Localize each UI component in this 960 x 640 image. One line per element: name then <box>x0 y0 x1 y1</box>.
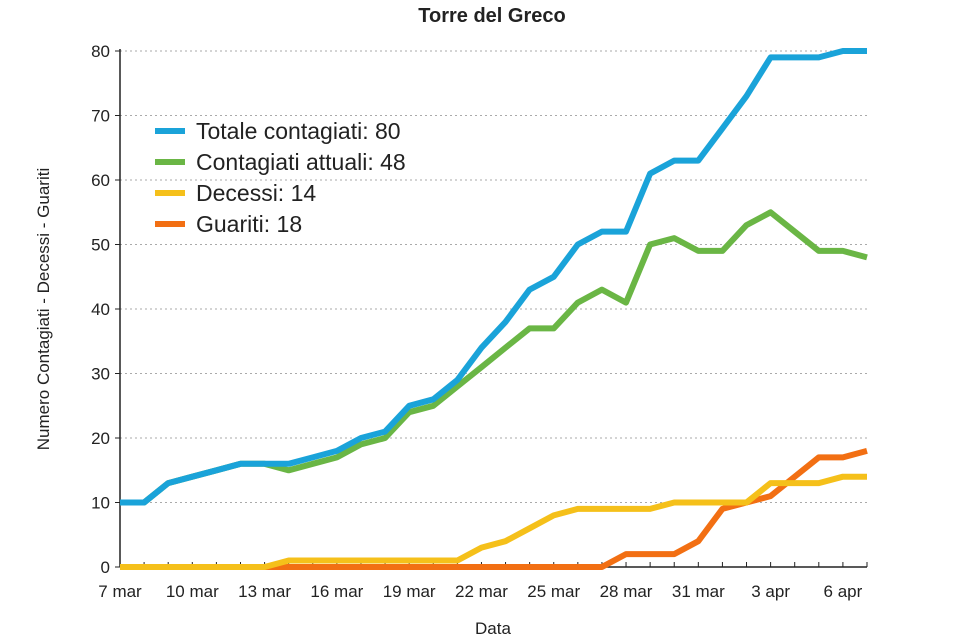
y-tick-label: 40 <box>91 300 110 319</box>
x-axis-label: Data <box>475 619 511 638</box>
legend-label: Totale contagiati: 80 <box>196 118 401 144</box>
x-tick-label: 16 mar <box>310 582 363 601</box>
y-tick-label: 20 <box>91 429 110 448</box>
legend-label: Contagiati attuali: 48 <box>196 149 406 175</box>
y-tick-label: 70 <box>91 107 110 126</box>
y-tick-label: 10 <box>91 494 110 513</box>
x-tick-label: 10 mar <box>166 582 219 601</box>
chart-title: Torre del Greco <box>418 5 565 27</box>
y-tick-label: 0 <box>101 558 110 577</box>
x-tick-label: 28 mar <box>600 582 653 601</box>
axes: 0 10 20 30 40 50 60 70 80 7 mar 10 mar 13 mar 16 mar… <box>91 42 868 601</box>
y-tick-label: 30 <box>91 365 110 384</box>
x-tick-label: 13 mar <box>238 582 291 601</box>
x-tick-label: 22 mar <box>455 582 508 601</box>
series-line <box>120 48 867 506</box>
x-tick-label: 3 apr <box>751 582 790 601</box>
x-tick-label: 25 mar <box>527 582 580 601</box>
y-tick-label: 80 <box>91 42 110 61</box>
x-tick-label: 7 mar <box>98 582 142 601</box>
legend: Totale contagiati: 80 Contagiati attuali:… <box>155 118 406 237</box>
legend-label: Decessi: 14 <box>196 180 316 206</box>
y-tick-label: 60 <box>91 171 110 190</box>
x-tick-label: 19 mar <box>383 582 436 601</box>
y-tick-label: 50 <box>91 236 110 255</box>
series-line <box>120 473 867 570</box>
x-tick-label: 31 mar <box>672 582 725 601</box>
legend-label: Guariti: 18 <box>196 211 302 237</box>
series-lines <box>120 48 868 570</box>
x-tick-label: 6 apr <box>824 582 863 601</box>
series-line <box>120 209 868 506</box>
y-axis-label: Numero Contagiati - Decessi - Guariti <box>34 168 53 450</box>
